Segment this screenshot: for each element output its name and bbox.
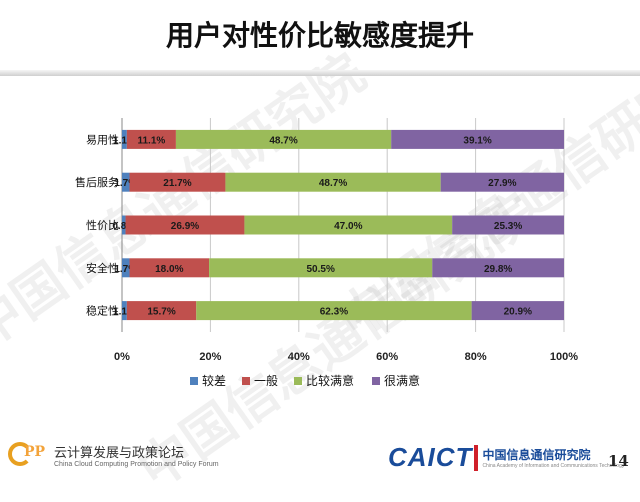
bar-segment <box>126 301 197 321</box>
bar-segment <box>126 129 176 149</box>
caict-logo: CAICT 中国信息通信研究院 China Academy of Informa… <box>388 442 624 473</box>
bar-segment <box>244 215 453 235</box>
bar-segment <box>452 215 564 235</box>
data-label: 0.8% <box>112 221 135 232</box>
bar-segment <box>122 129 127 149</box>
x-tick-label: 20% <box>199 351 221 363</box>
data-label: 15.7% <box>147 307 175 318</box>
bar-segment <box>225 172 441 192</box>
data-label: 62.3% <box>320 307 348 318</box>
category-label: 稳定性 <box>86 304 119 318</box>
data-label: 1.7% <box>114 178 137 189</box>
title-divider <box>0 70 640 76</box>
org-name: 中国信息通信研究院 <box>482 448 591 462</box>
legend-label: 很满意 <box>384 373 420 388</box>
forum-subtitle: China Cloud Computing Promotion and Poli… <box>54 461 219 468</box>
category-label: 性价比 <box>86 218 119 232</box>
x-tick-label: 100% <box>550 351 578 363</box>
cpp-logo-icon: PP <box>6 440 50 470</box>
data-label: 48.7% <box>269 135 297 146</box>
bar-segment <box>122 215 126 235</box>
bar-segment <box>209 258 433 278</box>
page-number: 14 <box>608 452 629 470</box>
bar-segment <box>129 172 226 192</box>
bar-segment <box>129 258 210 278</box>
data-label: 20.9% <box>504 307 532 318</box>
data-label: 1.1% <box>113 307 136 318</box>
data-label: 25.3% <box>494 221 522 232</box>
slide-title: 用户对性价比敏感度提升 <box>165 19 474 52</box>
data-label: 1.7% <box>114 264 137 275</box>
category-label: 售后服务 <box>75 175 119 189</box>
bar-segment <box>196 301 472 321</box>
bar-segment <box>391 129 564 149</box>
legend-swatch <box>372 377 380 385</box>
data-label: 18.0% <box>155 264 183 275</box>
legend-swatch <box>242 377 250 385</box>
bar-segment <box>122 301 127 321</box>
category-label: 易用性 <box>86 132 119 146</box>
data-label: 48.7% <box>319 178 347 189</box>
legend-label: 一般 <box>254 373 278 388</box>
x-tick-label: 40% <box>288 351 310 363</box>
org-subtitle: China Academy of Information and Communi… <box>482 463 625 469</box>
bar-segment <box>122 258 130 278</box>
data-label: 21.7% <box>163 178 191 189</box>
logo-divider <box>474 444 479 471</box>
data-label: 26.9% <box>171 221 199 232</box>
bar-segment <box>432 258 564 278</box>
data-label: 29.8% <box>484 264 512 275</box>
forum-title: 云计算发展与政策论坛 <box>54 446 185 461</box>
legend-swatch <box>294 377 302 385</box>
bar-segment <box>471 301 564 321</box>
bar-segment <box>175 129 392 149</box>
x-tick-label: 0% <box>114 351 130 363</box>
data-label: 1.1% <box>113 135 136 146</box>
x-tick-label: 80% <box>465 351 487 363</box>
bar-segment <box>440 172 564 192</box>
legend-label: 比较满意 <box>306 373 354 388</box>
data-label: 47.0% <box>334 221 362 232</box>
data-label: 27.9% <box>488 178 516 189</box>
x-tick-label: 60% <box>376 351 398 363</box>
bar-segment <box>122 172 130 192</box>
bar-segment <box>125 215 245 235</box>
caict-logo-text: CAICT <box>388 442 473 472</box>
data-label: 11.1% <box>137 135 165 146</box>
category-label: 安全性 <box>86 261 119 275</box>
forum-logo: PP 云计算发展与政策论坛 China Cloud Computing Prom… <box>6 440 219 470</box>
legend-swatch <box>190 377 198 385</box>
data-label: 50.5% <box>306 264 334 275</box>
data-label: 39.1% <box>463 135 491 146</box>
legend-label: 较差 <box>202 373 226 388</box>
